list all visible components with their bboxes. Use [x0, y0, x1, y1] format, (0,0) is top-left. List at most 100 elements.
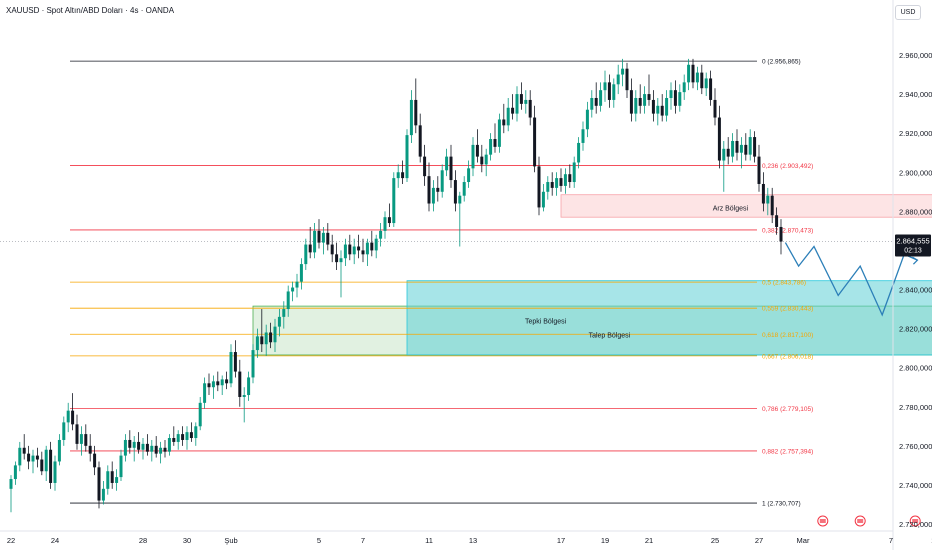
- candle-up: [220, 379, 224, 386]
- projection-arrowhead: [912, 256, 919, 265]
- candle-up: [352, 246, 356, 255]
- candle-up: [150, 445, 154, 452]
- candle-down: [511, 107, 515, 114]
- candle-down: [647, 94, 651, 100]
- y-tick-label: 2.740,000: [899, 481, 932, 490]
- candle-up: [62, 422, 66, 440]
- event-flag-icon: [912, 519, 919, 523]
- fib-label: 0,882 (2.757,394): [762, 448, 813, 455]
- fib-label: 0,559 (2.830,443): [762, 306, 813, 313]
- demand-zone-label: Talep Bölgesi: [589, 332, 631, 339]
- candle-up: [101, 488, 105, 501]
- candle-up: [383, 217, 387, 231]
- candle-down: [629, 90, 633, 114]
- candle-down: [744, 144, 748, 155]
- candle-up: [405, 135, 409, 179]
- candle-down: [317, 230, 321, 243]
- y-tick-label: 2.880,000: [899, 207, 932, 216]
- candle-down: [225, 379, 229, 384]
- candle-up: [678, 92, 682, 106]
- candle-up: [79, 434, 83, 444]
- candle-down: [436, 187, 440, 192]
- candle-down: [137, 441, 141, 450]
- candle-up: [66, 410, 70, 423]
- candle-down: [326, 232, 330, 245]
- candle-up: [409, 99, 413, 136]
- candle-up: [563, 174, 567, 186]
- candle-up: [392, 178, 396, 224]
- candle-down: [75, 424, 79, 444]
- candle-down: [502, 119, 506, 126]
- candle-down: [88, 445, 92, 454]
- candle-up: [123, 439, 127, 456]
- candle-down: [110, 471, 114, 483]
- candle-up: [251, 350, 255, 378]
- candle-down: [330, 244, 334, 255]
- candle-up: [458, 195, 462, 204]
- y-tick-label: 2.820,000: [899, 325, 932, 334]
- currency-button[interactable]: USD: [895, 5, 921, 20]
- candle-up: [585, 109, 589, 130]
- candle-down: [348, 244, 352, 255]
- candle-up: [704, 78, 708, 89]
- candle-up: [176, 434, 180, 442]
- candle-up: [695, 72, 699, 83]
- candle-down: [154, 445, 158, 454]
- reaction-zone-label: Tepki Bölgesi: [525, 319, 567, 326]
- candle-down: [49, 449, 53, 483]
- x-tick-label: 28: [139, 536, 147, 545]
- candle-down: [533, 117, 537, 167]
- candle-down: [453, 180, 457, 204]
- candle-down: [361, 250, 365, 255]
- x-tick-label: 21: [645, 536, 653, 545]
- candle-up: [643, 94, 647, 106]
- candle-up: [141, 443, 145, 450]
- candle-up: [590, 97, 594, 110]
- candle-up: [722, 148, 726, 161]
- candle-up: [739, 144, 743, 153]
- candle-up: [682, 82, 686, 93]
- x-tick-label: 5: [317, 536, 321, 545]
- y-tick-label: 2.800,000: [899, 364, 932, 373]
- candle-up: [9, 479, 13, 489]
- candle-up: [119, 455, 123, 478]
- candle-up: [687, 64, 691, 83]
- candle-down: [475, 144, 479, 157]
- candle-down: [418, 125, 422, 157]
- bar-countdown: 02:13: [904, 248, 922, 255]
- candle-down: [625, 68, 629, 91]
- x-tick-label: 13: [469, 536, 477, 545]
- candle-down: [233, 352, 237, 372]
- candle-down: [638, 97, 642, 106]
- candle-up: [489, 139, 493, 155]
- candle-down: [128, 439, 132, 448]
- x-tick-label: 19: [601, 536, 609, 545]
- x-tick-label: 11: [425, 536, 433, 545]
- candle-up: [506, 107, 510, 126]
- candle-up: [242, 395, 246, 397]
- candle-up: [541, 191, 545, 208]
- candle-up: [304, 244, 308, 265]
- candle-up: [616, 74, 620, 85]
- candle-up: [44, 449, 48, 472]
- candle-down: [22, 447, 26, 454]
- candle-down: [480, 156, 484, 165]
- candle-up: [599, 90, 603, 106]
- candle-up: [57, 439, 61, 462]
- candle-up: [264, 332, 268, 345]
- fib-label: 1 (2.730,707): [762, 501, 801, 508]
- y-tick-label: 2.780,000: [899, 403, 932, 412]
- candle-up: [313, 230, 317, 253]
- candle-up: [396, 172, 400, 179]
- candle-down: [700, 72, 704, 89]
- candle-up: [546, 182, 550, 192]
- x-tick-label: 7: [889, 536, 893, 545]
- candle-up: [431, 187, 435, 204]
- candle-up: [167, 438, 171, 452]
- candle-up: [115, 477, 119, 483]
- candle-down: [493, 139, 497, 147]
- y-tick-label: 2.940,000: [899, 90, 932, 99]
- candle-down: [537, 166, 541, 208]
- candle-up: [656, 105, 660, 114]
